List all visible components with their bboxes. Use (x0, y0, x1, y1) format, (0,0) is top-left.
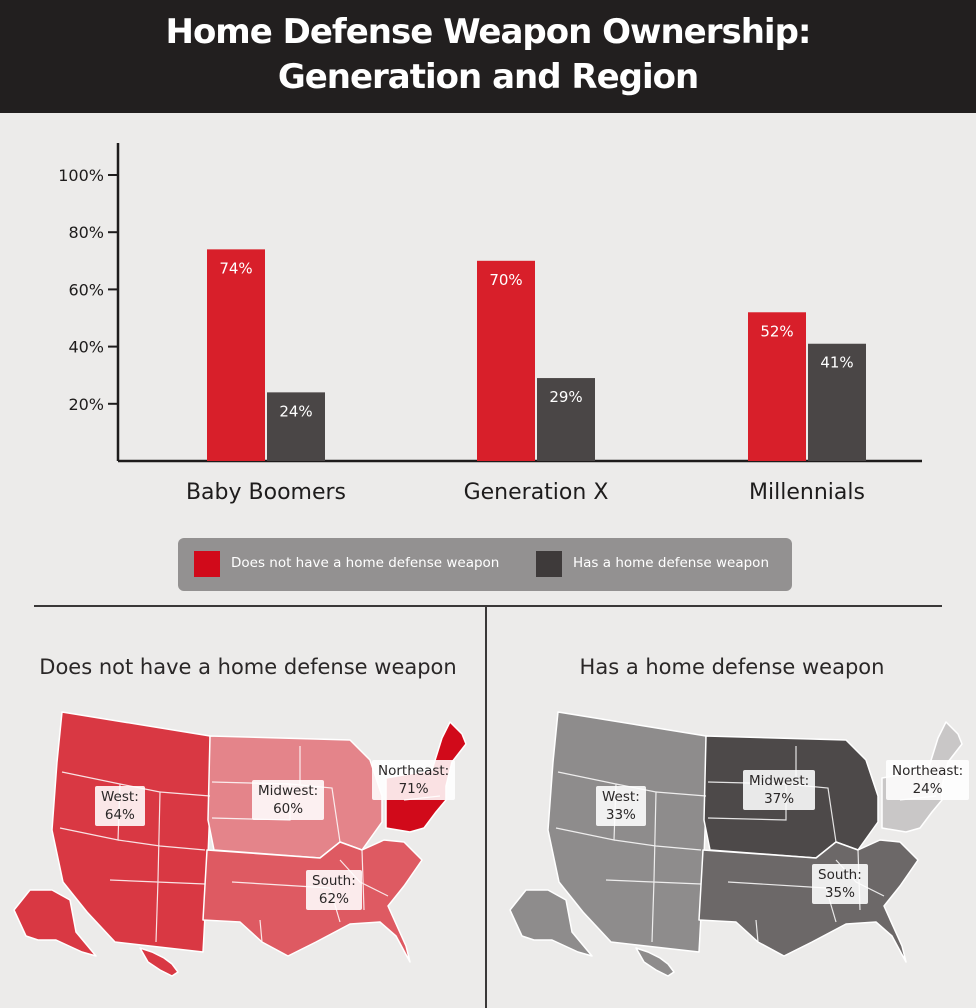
y-tick-label: 60% (68, 280, 104, 299)
alaska (509, 889, 593, 957)
west-region (51, 711, 213, 953)
left-south-label: South: 62% (306, 870, 362, 910)
left-midwest-name: Midwest: (258, 783, 319, 799)
legend-label-no-weapon: Does not have a home defense weapon (231, 555, 500, 571)
right-northeast-value: 24% (912, 781, 943, 797)
right-midwest-name: Midwest: (749, 773, 810, 789)
left-midwest-label: Midwest: 60% (252, 780, 325, 820)
header-banner: Home Defense Weapon Ownership: Generatio… (0, 0, 976, 113)
legend-swatch-no-weapon (194, 551, 220, 577)
y-tick-label: 80% (68, 223, 104, 242)
bar-value-label: 24% (279, 402, 312, 420)
right-south-name: South: (818, 867, 862, 883)
category-label: Baby Boomers (186, 480, 346, 505)
bar (477, 260, 535, 461)
right-northeast-name: Northeast: (892, 763, 964, 779)
left-us-map (13, 711, 467, 977)
bar (808, 343, 866, 461)
west-region (547, 711, 709, 953)
bar-value-label: 70% (489, 271, 522, 289)
y-tick-label: 20% (68, 395, 104, 414)
hawaii (635, 947, 675, 977)
section-divider-horizontal (34, 605, 942, 607)
right-south-value: 35% (824, 885, 855, 901)
y-tick-label: 40% (68, 338, 104, 357)
right-south-label: South: 35% (812, 864, 868, 904)
category-label: Millennials (749, 480, 865, 505)
left-west-value: 64% (104, 807, 135, 823)
legend-label-has-weapon: Has a home defense weapon (573, 555, 770, 571)
left-northeast-name: Northeast: (378, 763, 450, 779)
right-map-title: Has a home defense weapon (579, 655, 885, 679)
left-south-name: South: (312, 873, 356, 889)
left-west-label: West: 64% (95, 786, 145, 826)
title-line-1: Home Defense Weapon Ownership: (165, 12, 811, 52)
left-map-title: Does not have a home defense weapon (39, 655, 457, 679)
right-us-map (509, 711, 963, 977)
alaska (13, 889, 97, 957)
title-line-2: Generation and Region (277, 57, 699, 97)
left-west-name: West: (101, 789, 139, 805)
bar (748, 312, 806, 461)
left-midwest-value: 60% (273, 801, 304, 817)
left-northeast-value: 71% (398, 781, 429, 797)
right-midwest-value: 37% (764, 791, 795, 807)
bar (267, 392, 325, 461)
bar-value-label: 41% (820, 354, 853, 372)
category-label: Generation X (464, 480, 609, 505)
section-divider-vertical (485, 606, 487, 1008)
right-west-name: West: (602, 789, 640, 805)
right-west-label: West: 33% (596, 786, 646, 826)
right-midwest-label: Midwest: 37% (743, 770, 816, 810)
hawaii (139, 947, 179, 977)
left-northeast-label: Northeast: 71% (372, 760, 456, 800)
bar-value-label: 74% (219, 259, 252, 277)
bar-value-label: 29% (549, 388, 582, 406)
right-west-value: 33% (605, 807, 636, 823)
bar-value-label: 52% (760, 322, 793, 340)
right-northeast-label: Northeast: 24% (886, 760, 970, 800)
south-region (698, 839, 919, 963)
legend-swatch-has-weapon (536, 551, 562, 577)
left-south-value: 62% (318, 891, 349, 907)
bar (207, 249, 265, 461)
chart-legend: Does not have a home defense weapon Has … (178, 538, 792, 591)
bar (537, 378, 595, 461)
y-tick-label: 100% (58, 166, 104, 185)
bar-chart: 20% 40% 60% 80% 100% 74% 24% Baby Boomers 70% 29%… (58, 143, 922, 505)
